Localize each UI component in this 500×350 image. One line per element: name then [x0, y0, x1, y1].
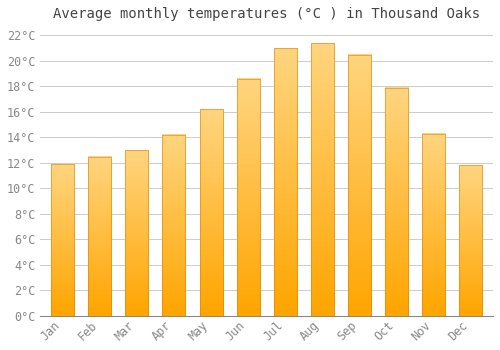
Bar: [200, 110, 222, 316]
Bar: [126, 150, 148, 316]
Bar: [385, 88, 408, 316]
Bar: [348, 55, 371, 316]
Bar: [51, 164, 74, 316]
Bar: [162, 135, 186, 316]
Bar: [126, 150, 148, 316]
Bar: [348, 55, 371, 316]
Bar: [88, 156, 111, 316]
Bar: [274, 48, 296, 316]
Bar: [51, 164, 74, 316]
Bar: [162, 135, 186, 316]
Bar: [311, 43, 334, 316]
Bar: [88, 156, 111, 316]
Bar: [236, 79, 260, 316]
Bar: [385, 88, 408, 316]
Bar: [311, 43, 334, 316]
Bar: [422, 134, 445, 316]
Bar: [422, 134, 445, 316]
Bar: [460, 166, 482, 316]
Bar: [236, 79, 260, 316]
Bar: [460, 166, 482, 316]
Bar: [200, 110, 222, 316]
Bar: [274, 48, 296, 316]
Title: Average monthly temperatures (°C ) in Thousand Oaks: Average monthly temperatures (°C ) in Th…: [53, 7, 480, 21]
